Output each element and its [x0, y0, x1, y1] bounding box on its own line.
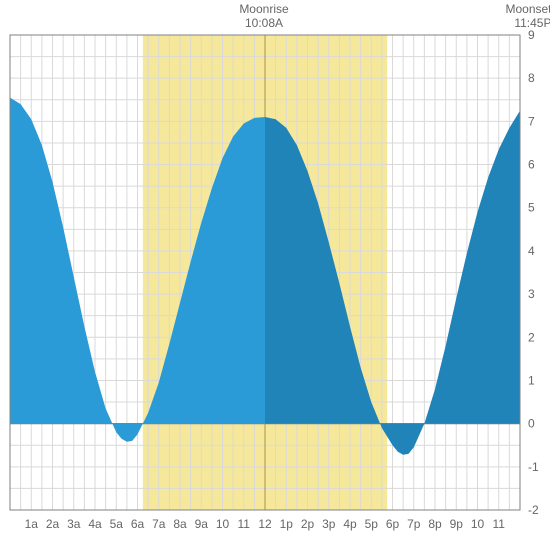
svg-text:5p: 5p [365, 517, 379, 531]
moonrise-label: Moonrise 10:08A [214, 2, 314, 31]
svg-text:6: 6 [528, 158, 535, 172]
moonrise-title: Moonrise [214, 2, 314, 16]
svg-text:-1: -1 [528, 460, 539, 474]
moonset-title: Moonset [452, 2, 550, 16]
tide-chart: Moonrise 10:08A Moonset 11:45P 1a2a3a4a5… [0, 0, 550, 550]
svg-text:3a: 3a [67, 517, 81, 531]
svg-text:1a: 1a [25, 517, 39, 531]
svg-text:7a: 7a [152, 517, 166, 531]
svg-text:5a: 5a [110, 517, 124, 531]
svg-text:7p: 7p [407, 517, 421, 531]
svg-text:6p: 6p [386, 517, 400, 531]
svg-text:1: 1 [528, 373, 535, 387]
svg-text:4a: 4a [88, 517, 102, 531]
svg-text:12: 12 [258, 517, 272, 531]
svg-text:11: 11 [238, 517, 251, 531]
svg-text:2a: 2a [46, 517, 60, 531]
svg-text:2p: 2p [301, 517, 315, 531]
svg-text:5: 5 [528, 201, 535, 215]
svg-text:3p: 3p [322, 517, 336, 531]
moonrise-time: 10:08A [214, 16, 314, 30]
svg-text:2: 2 [528, 330, 535, 344]
svg-text:10: 10 [471, 517, 485, 531]
svg-text:10: 10 [216, 517, 230, 531]
moonset-time: 11:45P [452, 16, 550, 30]
svg-text:11: 11 [493, 517, 506, 531]
svg-text:-2: -2 [528, 503, 539, 517]
svg-text:4: 4 [528, 244, 535, 258]
svg-text:0: 0 [528, 417, 535, 431]
svg-text:9a: 9a [195, 517, 209, 531]
svg-text:4p: 4p [343, 517, 357, 531]
svg-text:8: 8 [528, 71, 535, 85]
svg-text:1p: 1p [280, 517, 294, 531]
svg-text:8p: 8p [428, 517, 442, 531]
svg-text:6a: 6a [131, 517, 145, 531]
svg-text:8a: 8a [173, 517, 187, 531]
svg-text:3: 3 [528, 287, 535, 301]
svg-text:9p: 9p [450, 517, 464, 531]
chart-svg: 1a2a3a4a5a6a7a8a9a1011121p2p3p4p5p6p7p8p… [0, 0, 550, 550]
svg-text:7: 7 [528, 114, 535, 128]
moonset-label: Moonset 11:45P [452, 2, 550, 31]
